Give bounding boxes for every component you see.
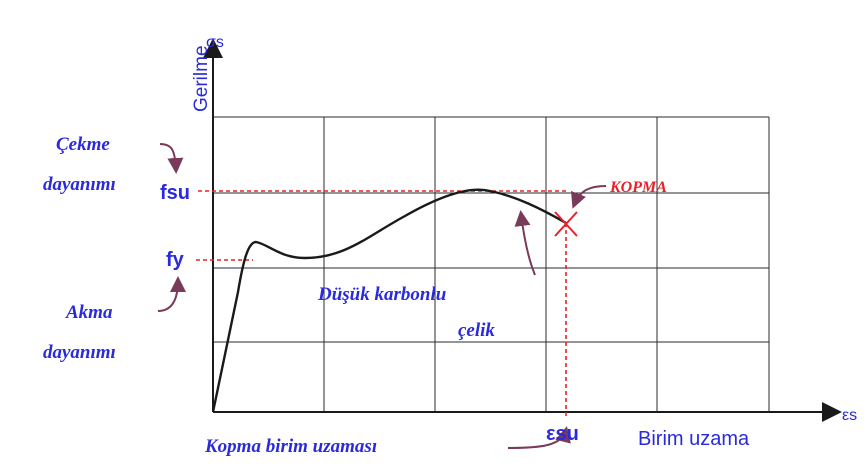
cekme-pointer [159,143,184,174]
y-axis-symbol: σs [206,34,224,51]
steel-label-line1: Düşük karbonlu [317,284,446,305]
fy-symbol: fy [166,249,185,271]
esu-symbol: εsu [546,423,579,445]
rupture-mark [554,211,578,237]
kopma-label: KOPMA [609,179,667,196]
x-axis-label: Birim uzama [638,428,750,450]
akma-pointer [157,276,186,312]
kopma-strain-pointer [507,426,571,449]
fsu-symbol: fsu [160,182,190,204]
stress-strain-curve [211,188,567,413]
kopma-pointer [571,185,607,209]
grid [213,116,770,412]
cekme-label-line2: dayanımı [43,174,116,195]
steel-label-line2: çelik [458,320,495,341]
x-axis-symbol: εs [842,407,857,424]
akma-label-line1: Akma [65,302,113,323]
kopma-strain-label: Kopma birim uzaması [204,436,377,457]
steel-pointer [514,210,536,276]
cekme-label-line1: Çekme [56,134,110,155]
akma-label-line2: dayanımı [43,342,116,363]
y-axis-label: Gerilme [191,45,212,112]
